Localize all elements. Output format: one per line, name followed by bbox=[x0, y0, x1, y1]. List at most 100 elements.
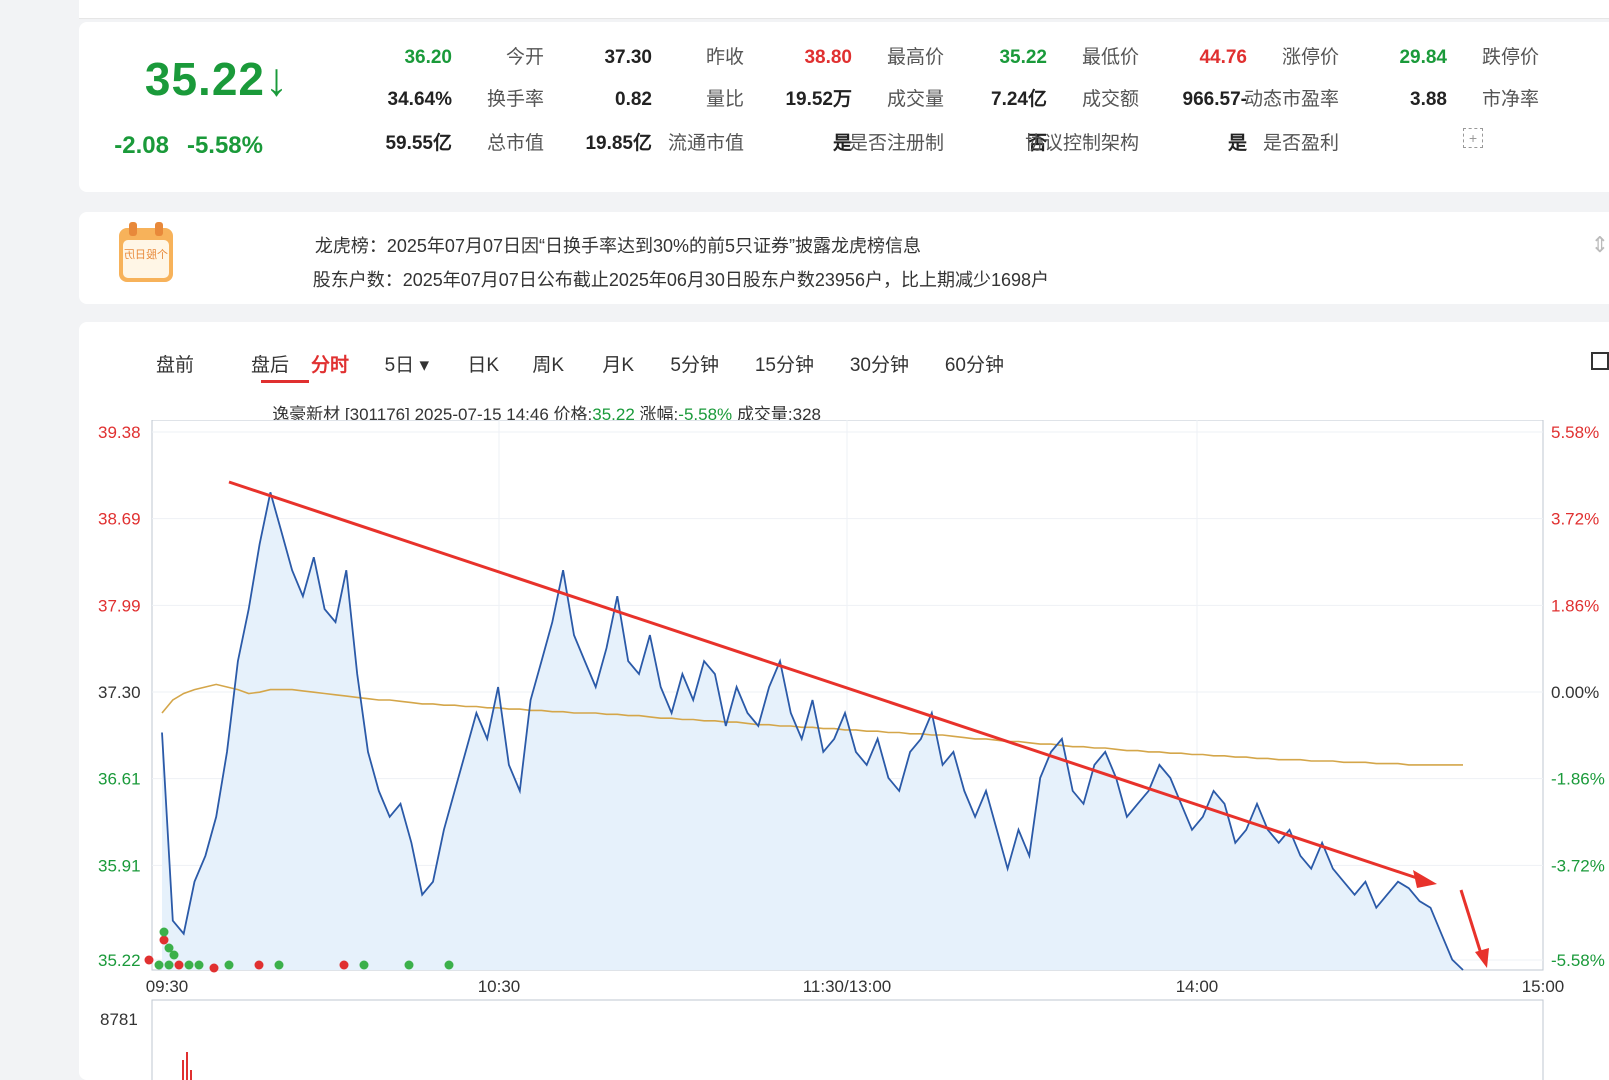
tab-10[interactable]: 60分钟 bbox=[944, 355, 1004, 376]
down-arrow-icon: ↓ bbox=[265, 53, 289, 105]
pct-tick: 0.00% bbox=[1551, 683, 1599, 702]
time-tick: 10:30 bbox=[478, 977, 521, 996]
quote-value: 35.22 bbox=[999, 47, 1047, 68]
quote-field: 成交量 19.52万 bbox=[764, 84, 944, 111]
quote-field: 换手率 34.64% bbox=[364, 84, 544, 111]
quote-field: 最低价 35.22 bbox=[959, 42, 1139, 69]
quote-field: 涨停价 44.76 bbox=[1159, 42, 1339, 69]
quote-field: 流通市值 19.85亿 bbox=[564, 128, 744, 155]
time-tick: 09:30 bbox=[146, 977, 189, 996]
trade-dot bbox=[339, 960, 349, 970]
quote-value: 29.84 bbox=[1399, 47, 1447, 68]
trade-dot bbox=[254, 960, 264, 970]
calendar-label: 个股日历 bbox=[124, 248, 168, 261]
quote-label: 换手率 bbox=[486, 89, 544, 110]
tab-9[interactable]: 30分钟 bbox=[849, 355, 909, 376]
quote-value: 36.20 bbox=[404, 47, 452, 68]
notice-lhb[interactable]: 龙虎榜：2025年07月07日因“日换手率达到30%的前5只证券”披露龙虎榜信息 bbox=[314, 236, 921, 256]
quote-value: 7.24亿 bbox=[991, 89, 1047, 110]
notice-shareholders[interactable]: 股东户数：2025年07月07日公布截止2025年06月30日股东户数23956… bbox=[312, 270, 1049, 290]
quote-label: 量比 bbox=[705, 89, 744, 110]
quote-field: 协议控制架构否 bbox=[959, 128, 1139, 155]
quote-value: 37.30 bbox=[604, 47, 652, 68]
scroll-arrow-icon[interactable]: ⇕ bbox=[1590, 232, 1609, 257]
quote-field: 总市值 59.55亿 bbox=[364, 128, 544, 155]
price-tick: 38.69 bbox=[98, 510, 141, 529]
quote-field: 是否注册制是 bbox=[764, 128, 944, 155]
trade-dot bbox=[169, 950, 179, 960]
trade-dot bbox=[144, 955, 154, 965]
quote-field: 动态市盈率-966.57 bbox=[1159, 84, 1339, 111]
trade-dot bbox=[274, 960, 284, 970]
tab-5[interactable]: 周K bbox=[532, 355, 564, 376]
tab-6[interactable]: 月K bbox=[602, 355, 634, 376]
tab-7[interactable]: 5分钟 bbox=[670, 355, 719, 376]
quote-value: 59.55亿 bbox=[385, 133, 452, 154]
quote-label: 流通市值 bbox=[667, 133, 744, 154]
trade-dot bbox=[404, 960, 414, 970]
quote-value: 19.52万 bbox=[785, 89, 852, 110]
intraday-chart[interactable]: 39.38 5.58% 38.69 3.72% 37.99 1.86% 37.30 0.00%… bbox=[79, 420, 1609, 1080]
change-value: -2.08 bbox=[114, 132, 169, 159]
tab-4[interactable]: 日K bbox=[467, 355, 499, 376]
quote-label: 市净率 bbox=[1481, 89, 1539, 110]
quote-label: 成交量 bbox=[886, 89, 944, 110]
trade-dot bbox=[224, 960, 234, 970]
quote-field: 昨收 37.30 bbox=[564, 42, 744, 69]
trade-dot bbox=[184, 960, 194, 970]
quote-value: 38.80 bbox=[804, 47, 852, 68]
calendar-icon[interactable]: 个股日历 bbox=[113, 218, 179, 288]
quote-value: 3.88 bbox=[1410, 89, 1447, 110]
fullscreen-icon[interactable] bbox=[1591, 352, 1609, 370]
price-change: -2.08 -5.58% bbox=[114, 132, 281, 160]
quote-field: 今开 36.20 bbox=[364, 42, 544, 69]
trade-dot bbox=[159, 927, 169, 937]
quote-field: 是否盈利是 bbox=[1159, 128, 1339, 155]
top-nav bbox=[79, 0, 1609, 19]
quote-label: 最低价 bbox=[1081, 47, 1139, 68]
quote-label: 总市值 bbox=[486, 133, 544, 154]
pct-tick: -5.58% bbox=[1551, 951, 1605, 970]
volume-max: 8781 bbox=[100, 1010, 138, 1029]
quote-value: 0.82 bbox=[615, 89, 652, 110]
price-line bbox=[161, 492, 1464, 971]
quote-label: 协议控制架构 bbox=[1024, 133, 1139, 154]
trade-dot bbox=[164, 960, 174, 970]
price-tick: 36.61 bbox=[98, 770, 141, 789]
quote-label: 最高价 bbox=[886, 47, 944, 68]
quote-value: 19.85亿 bbox=[585, 133, 652, 154]
quote-label: 动态市盈率 bbox=[1243, 89, 1339, 110]
price-area bbox=[162, 492, 1463, 970]
quote-field: 市净率 3.88 bbox=[1359, 84, 1539, 111]
price-tick: 35.91 bbox=[98, 856, 141, 875]
volume-frame bbox=[151, 999, 1544, 1080]
tab-2[interactable]: 分时 bbox=[310, 355, 349, 376]
change-percent: -5.58% bbox=[186, 132, 263, 159]
quote-value: 是 bbox=[1227, 133, 1247, 154]
quote-label: 是否盈利 bbox=[1262, 133, 1339, 154]
trade-dot bbox=[159, 935, 169, 945]
active-tab-underline bbox=[261, 380, 309, 383]
tab-1[interactable]: 盘后 bbox=[250, 355, 289, 376]
time-tick: 15:00 bbox=[1522, 977, 1565, 996]
pct-tick: -3.72% bbox=[1551, 856, 1605, 875]
quote-label: 是否注册制 bbox=[848, 133, 944, 154]
time-tick: 14:00 bbox=[1176, 977, 1219, 996]
price-tick: 37.99 bbox=[98, 596, 141, 615]
annotation-arrowhead-2 bbox=[1475, 948, 1489, 968]
tab-3[interactable]: 5日 ▾ bbox=[384, 355, 429, 376]
quote-panel: 35.22 ↓ -2.08 -5.58% 今开36.20 昨收37.30 最高价 38.8… bbox=[79, 22, 1609, 192]
avg-price-line bbox=[161, 683, 1463, 766]
expand-quote-icon[interactable]: + bbox=[1463, 128, 1483, 148]
quote-field: 量比 0.82 bbox=[564, 84, 744, 111]
tab-0[interactable]: 盘前 bbox=[155, 355, 194, 376]
quote-label: 跌停价 bbox=[1481, 47, 1539, 68]
annotation-line bbox=[228, 480, 1430, 884]
tab-8[interactable]: 15分钟 bbox=[754, 355, 814, 376]
pct-tick: 1.86% bbox=[1551, 596, 1599, 615]
annotation-line-2 bbox=[1459, 889, 1485, 961]
trade-dot bbox=[174, 960, 184, 970]
trade-dot bbox=[359, 960, 369, 970]
pct-tick: 3.72% bbox=[1551, 510, 1599, 529]
